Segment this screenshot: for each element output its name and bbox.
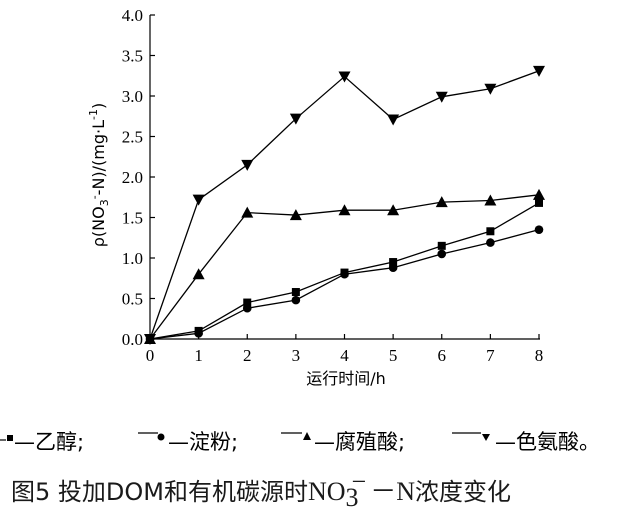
legend-sep-humic-acid: ; — [398, 430, 405, 454]
marker-circle — [242, 303, 252, 313]
marker-triangle-up — [192, 268, 205, 280]
y-tick-label: 3.5 — [122, 47, 143, 66]
legend-dash-humic-acid: — — [314, 430, 335, 454]
x-tick-label: 3 — [292, 346, 301, 365]
y-axis-title-sub: 3 — [98, 199, 111, 206]
y-tick-label: 4.0 — [122, 6, 143, 25]
y-axis-title-close: ) — [89, 103, 108, 109]
x-tick-label: 6 — [438, 346, 447, 365]
marker-square — [437, 241, 446, 250]
marker-square — [486, 227, 495, 236]
series-layer — [144, 65, 545, 345]
marker-triangle-down — [192, 194, 205, 206]
svg-text:—淀粉;: —淀粉; — [168, 430, 238, 454]
x-axis-title: 运行时间/h — [306, 369, 386, 388]
legend-triangle-up-marker-icon — [303, 432, 311, 440]
y-axis-title-supminus: - — [88, 195, 101, 199]
x-tick-label: 7 — [486, 346, 495, 365]
y-axis-title-pre: ρ(NO — [89, 206, 108, 247]
legend-item-ethanol: —乙醇; — [0, 430, 84, 454]
legend-item-tryptophan: —色氨酸。 — [452, 430, 600, 454]
marker-triangle-up — [289, 209, 302, 221]
y-ticks: 0.0 0.5 1.0 1.5 2.0 2.5 3.0 3.5 4.0 — [122, 6, 155, 349]
marker-triangle-down — [144, 334, 156, 345]
marker-square — [535, 198, 543, 207]
marker-triangle-down — [387, 114, 400, 126]
x-tick-label: 1 — [194, 346, 203, 365]
figure-caption: 图5 投加DOM和有机碳源时NO3− －N浓度变化 — [11, 467, 511, 512]
marker-triangle-down — [435, 91, 448, 103]
svg-text:图5 投加DOM和有机碳源时NO3−－N浓度变化: 图5 投加DOM和有机碳源时NO3− －N浓度变化 — [11, 467, 511, 512]
legend-dash-starch: — — [168, 430, 189, 454]
y-tick-label: 2.0 — [122, 168, 143, 187]
marker-square — [243, 298, 252, 307]
legend-label-starch: 淀粉 — [189, 430, 231, 454]
marker-triangle-up — [241, 206, 254, 218]
y-tick-label: 3.0 — [122, 87, 143, 106]
x-tick-label: 2 — [243, 346, 252, 365]
legend-sep-starch: ; — [231, 430, 238, 454]
marker-triangle-down — [241, 159, 254, 171]
legend-label-tryptophan: 色氨酸 — [516, 430, 579, 454]
svg-text:—腐殖酸;: —腐殖酸; — [314, 430, 405, 454]
series-line-1 — [149, 229, 540, 340]
y-tick-label: 2.5 — [122, 128, 143, 147]
legend-item-humic-acid: —腐殖酸; — [281, 430, 405, 454]
y-tick-label: 1.5 — [122, 209, 143, 228]
legend-dash-tryptophan: — — [495, 430, 516, 454]
caption-suffix: 浓度变化 — [415, 478, 511, 506]
marker-circle — [388, 263, 398, 273]
marker-circle — [437, 249, 447, 259]
caption-chem-n: N — [396, 477, 415, 506]
legend-label-humic-acid: 腐殖酸 — [335, 430, 398, 454]
svg-text:—乙醇;: —乙醇; — [14, 430, 84, 454]
caption-chem-sub: 3 — [346, 483, 359, 512]
series-line-2 — [149, 194, 540, 340]
marker-triangle-up — [387, 204, 400, 216]
legend-dash-ethanol: — — [14, 430, 35, 454]
marker-circle — [291, 295, 301, 305]
marker-triangle-down — [484, 83, 497, 95]
marker-circle — [194, 329, 203, 338]
marker-triangle-down — [338, 71, 351, 83]
caption-chem: NO — [308, 477, 346, 506]
caption-chem-sup: − — [352, 467, 367, 496]
y-tick-label: 0.0 — [122, 330, 143, 349]
marker-circle — [340, 269, 349, 279]
marker-triangle-up — [435, 196, 448, 208]
legend-square-marker-icon — [7, 435, 13, 441]
legend-label-ethanol: 乙醇 — [35, 430, 77, 454]
marker-triangle-up — [338, 204, 351, 216]
y-axis-title-post: -N)/(mg·L — [89, 120, 108, 195]
marker-square — [389, 258, 398, 267]
marker-triangle-down — [289, 113, 302, 125]
legend-sep-tryptophan: 。 — [579, 430, 600, 454]
marker-circle — [534, 225, 544, 234]
plot-area: 0.0 0.5 1.0 1.5 2.0 2.5 3.0 3.5 4.0 0 1 2 3 4 5 6 7 8 — [122, 6, 545, 365]
y-tick-label: 0.5 — [122, 290, 143, 309]
y-axis-title-sup: -1 — [87, 109, 100, 120]
x-tick-label: 4 — [340, 346, 349, 365]
legend-triangle-down-marker-icon — [482, 434, 490, 441]
x-tick-label: 8 — [535, 346, 544, 365]
x-tick-label: 5 — [389, 346, 398, 365]
svg-text:—色氨酸。: —色氨酸。 — [495, 430, 600, 454]
marker-square — [291, 288, 300, 297]
x-ticks: 0 1 2 3 4 5 6 7 8 — [146, 334, 544, 365]
caption-chem-dash: － — [370, 477, 396, 506]
y-tick-label: 1.0 — [122, 249, 143, 268]
legend-circle-marker-icon — [157, 433, 165, 441]
marker-circle — [486, 238, 495, 247]
caption-prefix: 图5 投加DOM和有机碳源时 — [11, 478, 308, 506]
x-tick-label: 0 — [146, 346, 155, 365]
legend: —乙醇; —淀粉; —腐殖酸; —色氨酸。 — [0, 430, 600, 454]
legend-item-starch: —淀粉; — [138, 430, 238, 454]
y-axis-title: ρ(NO3--N)/(mg·L-1) — [87, 103, 111, 248]
marker-triangle-down — [533, 65, 545, 77]
marker-triangle-up — [533, 188, 545, 200]
marker-triangle-up — [484, 194, 497, 206]
legend-sep-ethanol: ; — [77, 430, 84, 454]
